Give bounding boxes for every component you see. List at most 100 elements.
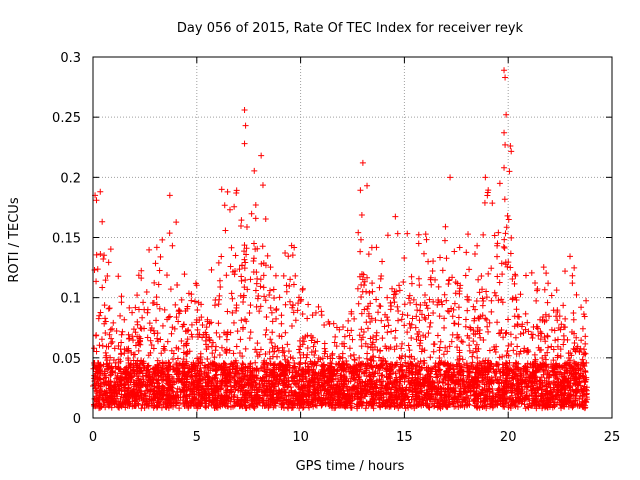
data-point (204, 356, 210, 362)
data-point (347, 345, 353, 351)
data-point (153, 317, 159, 323)
data-point (102, 302, 108, 308)
data-point (442, 224, 448, 230)
data-point (514, 306, 520, 312)
data-point (484, 317, 490, 323)
data-point (425, 259, 431, 265)
data-point (395, 308, 401, 314)
data-point (466, 266, 472, 272)
data-point (569, 273, 575, 279)
data-point (212, 302, 218, 308)
data-point (395, 231, 401, 237)
data-point (488, 298, 494, 304)
data-point (106, 259, 112, 265)
data-point (117, 313, 123, 319)
data-point (571, 265, 577, 271)
data-point (532, 352, 538, 358)
data-point (233, 190, 239, 196)
data-point (164, 272, 170, 278)
data-point (101, 252, 107, 258)
data-point (154, 294, 160, 300)
data-point (366, 251, 372, 257)
data-point (510, 347, 516, 353)
data-point (505, 317, 511, 323)
data-point (238, 223, 244, 229)
data-point (349, 337, 355, 343)
data-point (564, 337, 570, 343)
data-point (160, 323, 166, 329)
data-point (144, 310, 150, 316)
data-point (238, 217, 244, 223)
data-point (332, 334, 338, 340)
data-point (394, 304, 400, 310)
data-point (437, 255, 443, 261)
data-point (516, 314, 522, 320)
data-point (135, 322, 141, 328)
data-point (423, 231, 429, 237)
data-point (126, 305, 132, 311)
data-point (416, 232, 422, 238)
data-point (150, 300, 156, 306)
data-point (216, 260, 222, 266)
data-point (502, 196, 508, 202)
data-point (237, 336, 243, 342)
data-point (315, 304, 321, 310)
data-point (508, 250, 514, 256)
data-point (422, 292, 428, 298)
data-point (92, 267, 98, 273)
data-point (145, 335, 151, 341)
data-point (508, 235, 514, 241)
data-point (407, 300, 413, 306)
data-point (514, 343, 520, 349)
data-point (378, 318, 384, 324)
data-point (464, 308, 470, 314)
data-point (406, 295, 412, 301)
data-point (494, 319, 500, 325)
data-point (399, 316, 405, 322)
data-point (518, 331, 524, 337)
data-point (154, 336, 160, 342)
data-point (401, 255, 407, 261)
data-point (126, 332, 132, 338)
data-point (96, 342, 102, 348)
data-point (515, 322, 521, 328)
data-point (444, 255, 450, 261)
data-point (351, 352, 357, 358)
data-point (144, 289, 150, 295)
data-point (409, 281, 415, 287)
data-point (231, 204, 237, 210)
data-point (545, 345, 551, 351)
data-point (391, 299, 397, 305)
data-point (169, 243, 175, 249)
data-point (224, 337, 230, 343)
data-point (567, 253, 573, 259)
data-point (303, 355, 309, 361)
data-point (243, 346, 249, 352)
data-point (167, 314, 173, 320)
data-point (431, 349, 437, 355)
data-point (253, 202, 259, 208)
data-point (188, 298, 194, 304)
data-point (456, 314, 462, 320)
data-point (296, 347, 302, 353)
data-point (456, 304, 462, 310)
data-point (507, 264, 513, 270)
data-point (543, 270, 549, 276)
data-point (100, 256, 106, 262)
data-point (93, 333, 99, 339)
data-point (545, 280, 551, 286)
data-point (168, 331, 174, 337)
data-point (359, 212, 365, 218)
data-point (369, 280, 375, 286)
data-point (501, 237, 507, 243)
data-point (157, 267, 163, 273)
data-point (278, 321, 284, 327)
data-point (285, 253, 291, 259)
data-point (282, 330, 288, 336)
data-point (356, 301, 362, 307)
data-point (440, 267, 446, 273)
data-point (290, 252, 296, 258)
data-point (442, 238, 448, 244)
data-point (110, 320, 116, 326)
data-point (298, 355, 304, 361)
